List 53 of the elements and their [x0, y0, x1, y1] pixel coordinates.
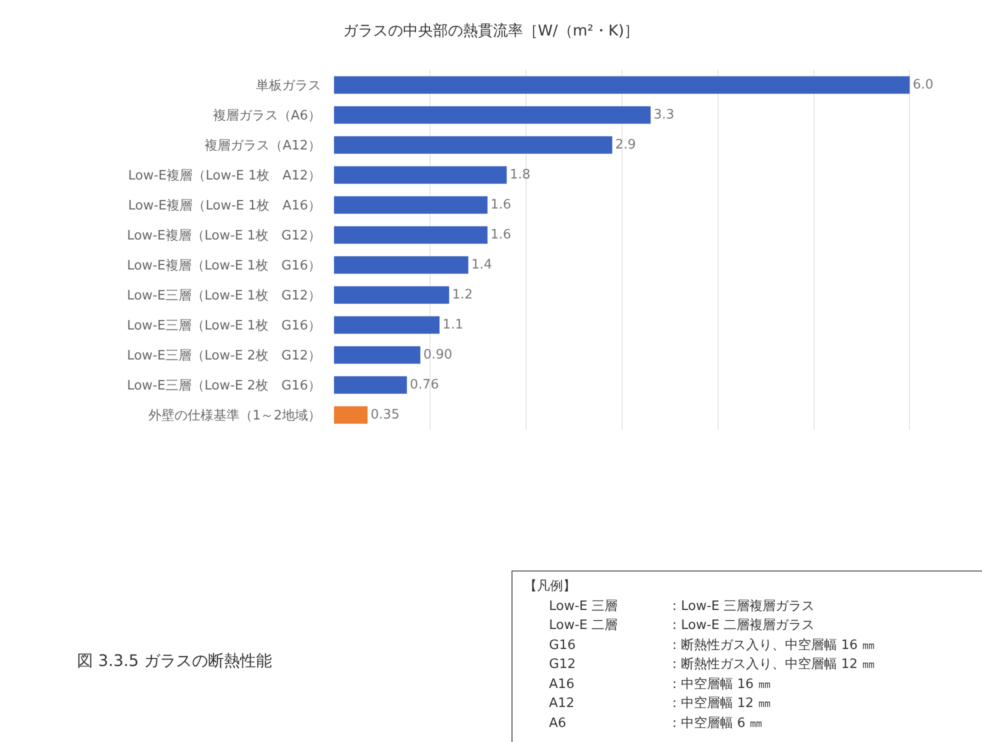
y-tick-label: Low-E三層（Low-E 1枚 G16）	[126, 318, 321, 334]
bar	[334, 316, 440, 334]
data-label: 6.0	[912, 78, 934, 92]
bar	[334, 166, 507, 184]
y-tick-label: Low-E三層（Low-E 2枚 G12）	[126, 348, 321, 364]
caption: 図 3.3.5 ガラスの断熱性能	[77, 651, 272, 670]
y-tick-label: Low-E複層（Low-E 1枚 G12）	[126, 228, 321, 244]
text: A16	[549, 677, 574, 692]
y-tick-label: 外壁の仕様基準（1～2地域）	[148, 408, 321, 424]
data-label: 0.90	[423, 348, 452, 362]
text: A6	[549, 716, 566, 731]
bar	[334, 406, 368, 424]
data-label: 1.2	[452, 288, 473, 302]
data-label: 1.8	[510, 168, 530, 182]
text: ：中空層幅 6 ㎜	[668, 716, 763, 731]
y-tick-label: 複層ガラス（A6）	[212, 108, 321, 124]
y-tick-label: Low-E三層（Low-E 2枚 G16）	[126, 378, 321, 394]
text: G12	[549, 657, 576, 672]
text: ：中空層幅 12 ㎜	[668, 696, 771, 711]
y-tick-label: 単板ガラス	[256, 78, 321, 94]
text: Low-E 三層	[549, 599, 618, 614]
text: ：Low-E 二層複層ガラス	[668, 618, 815, 633]
text: ：Low-E 三層複層ガラス	[668, 599, 815, 614]
bar	[334, 256, 468, 274]
y-tick-label: 複層ガラス（A12）	[204, 138, 321, 154]
text: 【凡例】	[524, 579, 576, 594]
y-tick-label: Low-E三層（Low-E 1枚 G12）	[126, 288, 321, 304]
data-label: 2.9	[615, 138, 636, 152]
bar	[334, 376, 407, 394]
text: G16	[549, 638, 576, 653]
bar	[334, 106, 651, 124]
data-label: 1.6	[490, 198, 512, 212]
text: Low-E 二層	[549, 618, 618, 633]
bar	[334, 136, 612, 154]
text: A12	[549, 696, 574, 711]
text: ：中空層幅 16 ㎜	[668, 677, 771, 692]
y-tick-label: Low-E複層（Low-E 1枚 G16）	[126, 258, 321, 274]
bar	[334, 286, 450, 304]
data-label: 1.4	[471, 258, 492, 272]
bar	[334, 76, 910, 94]
data-label: 1.1	[442, 318, 464, 332]
data-label: 0.35	[370, 408, 400, 422]
y-tick-label: Low-E複層（Low-E 1枚 A12）	[128, 168, 321, 184]
bar	[334, 196, 488, 214]
bar	[334, 346, 420, 364]
text: ：断熱性ガス入り、中空層幅 12 ㎜	[668, 657, 875, 672]
chart-title: ガラスの中央部の熱貫流率［W/（m²・K)］	[342, 21, 640, 40]
text: ：断熱性ガス入り、中空層幅 16 ㎜	[668, 638, 875, 653]
bar	[334, 226, 488, 244]
data-label: 0.76	[410, 378, 439, 392]
data-label: 3.3	[654, 108, 674, 122]
y-tick-label: Low-E複層（Low-E 1枚 A16）	[128, 198, 321, 214]
data-label: 1.6	[490, 228, 512, 242]
